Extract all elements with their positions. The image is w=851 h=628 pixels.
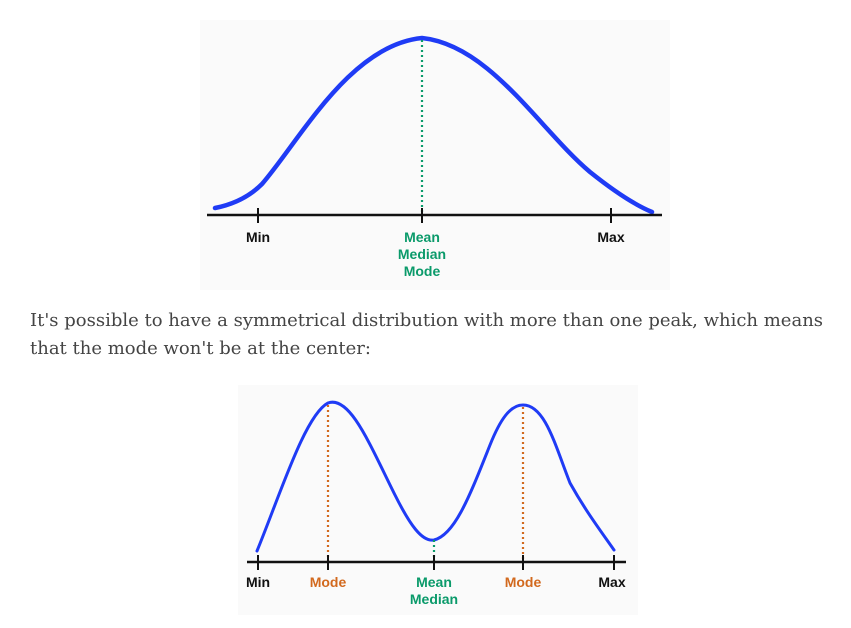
label-max: Max — [597, 229, 624, 245]
label-mean: Mean — [416, 574, 452, 590]
unimodal-distribution-diagram: Min Mean Median Mode Max — [0, 0, 851, 290]
label-mode-left: Mode — [310, 574, 347, 590]
label-median: Median — [410, 591, 458, 607]
label-mode-right: Mode — [505, 574, 542, 590]
explanation-paragraph: It's possible to have a symmetrical dist… — [30, 310, 824, 359]
label-min: Min — [246, 229, 270, 245]
figure-background — [200, 20, 670, 290]
unimodal-svg: Min Mean Median Mode Max — [200, 20, 670, 290]
figure-background — [238, 385, 638, 615]
bell-curve — [212, 35, 655, 215]
bimodal-distribution-diagram: Min Mode Mean Median Mode Max — [0, 385, 851, 628]
label-max: Max — [598, 574, 625, 590]
label-min: Min — [246, 574, 270, 590]
bimodal-curve — [255, 400, 616, 553]
label-mode: Mode — [404, 263, 441, 279]
label-mean: Mean — [404, 229, 440, 245]
label-median: Median — [398, 246, 446, 262]
bimodal-svg: Min Mode Mean Median Mode Max — [238, 385, 638, 615]
